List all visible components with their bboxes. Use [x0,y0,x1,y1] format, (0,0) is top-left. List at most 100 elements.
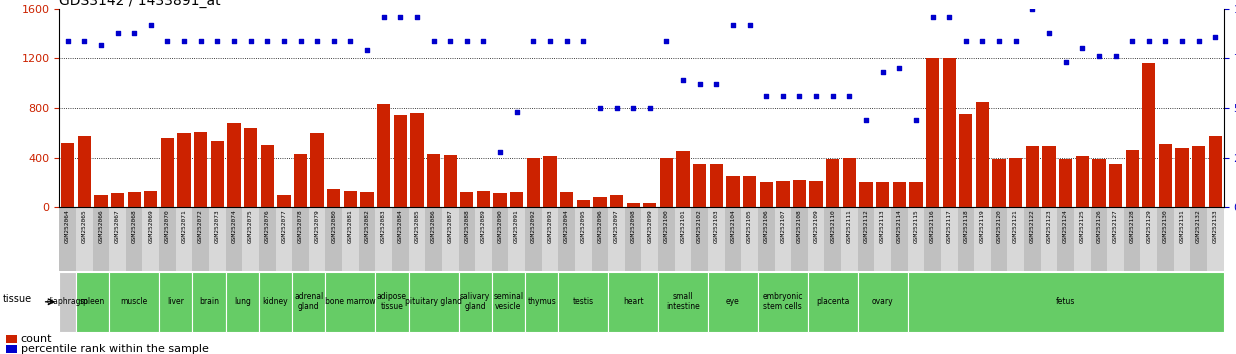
Bar [1157,207,1174,271]
Point [739,22,759,28]
Bar [810,181,823,207]
Text: GSM252078: GSM252078 [298,209,303,243]
Text: placenta: placenta [816,297,849,306]
Bar [292,207,309,271]
Bar [675,207,691,271]
Bar [426,154,440,207]
Point [556,38,576,44]
Text: GSM252102: GSM252102 [697,209,702,243]
Point [357,48,377,53]
Bar [342,207,358,271]
Text: pituitary gland: pituitary gland [405,297,462,306]
Bar [94,195,108,207]
Point [324,38,344,44]
Bar [874,207,891,271]
Text: GSM252074: GSM252074 [231,209,236,243]
Bar [758,207,775,271]
Text: GSM252118: GSM252118 [963,209,968,243]
Point [407,14,426,19]
Point [772,93,792,99]
Bar [958,207,974,271]
Bar [1074,207,1090,271]
Point [174,38,194,44]
Bar [277,195,290,207]
Point [257,38,277,44]
Point [674,78,693,83]
Point [790,93,810,99]
Bar [59,272,75,331]
Text: GSM252113: GSM252113 [880,209,885,243]
Bar [325,272,376,331]
Point [890,65,910,71]
Text: GSM252116: GSM252116 [929,209,936,243]
Bar [425,207,442,271]
Text: GSM252065: GSM252065 [82,209,87,243]
Text: GSM252126: GSM252126 [1096,209,1101,243]
Bar [1124,207,1141,271]
Text: GSM252093: GSM252093 [548,209,552,243]
Text: GSM252109: GSM252109 [813,209,818,243]
Point [939,14,959,19]
Bar [1159,144,1172,207]
Text: diaphragm: diaphragm [47,297,89,306]
Bar [808,207,824,271]
Text: adipose
tissue: adipose tissue [377,292,407,312]
Text: GSM252095: GSM252095 [581,209,586,243]
Text: GSM252120: GSM252120 [996,209,1001,243]
Point [274,38,294,44]
Bar [6,335,17,343]
Text: GSM252077: GSM252077 [282,209,287,243]
Point [1138,38,1158,44]
Text: GSM252098: GSM252098 [630,209,635,243]
Text: testis: testis [572,297,593,306]
Bar [776,181,790,207]
Bar [691,207,708,271]
Bar [1090,207,1107,271]
Bar [459,272,492,331]
Point [108,30,127,35]
Bar [708,207,724,271]
Bar [658,272,708,331]
Bar [608,207,625,271]
Bar [544,156,556,207]
Text: GSM252131: GSM252131 [1179,209,1184,243]
Text: GSM252119: GSM252119 [980,209,985,243]
Bar [625,207,641,271]
Bar [292,272,325,331]
Bar [442,207,459,271]
Bar [943,58,955,207]
Bar [361,192,373,207]
Bar [993,159,1006,207]
Text: GSM252068: GSM252068 [132,209,137,243]
Point [91,42,111,47]
Bar [325,207,342,271]
Bar [194,131,208,207]
Point [125,30,145,35]
Bar [808,272,858,331]
Point [141,22,161,28]
Text: GSM252072: GSM252072 [198,209,203,243]
Bar [758,272,808,331]
Bar [925,207,941,271]
Text: GSM252127: GSM252127 [1114,209,1119,243]
Text: GSM252099: GSM252099 [648,209,653,243]
Bar [792,180,806,207]
Bar [261,145,274,207]
Text: GSM252108: GSM252108 [797,209,802,243]
Bar [708,272,758,331]
Text: GSM252092: GSM252092 [531,209,536,243]
Text: GSM252105: GSM252105 [747,209,751,243]
Bar [309,207,325,271]
Text: GSM252129: GSM252129 [1146,209,1151,243]
Text: GSM252084: GSM252084 [398,209,403,243]
Text: tissue: tissue [2,294,32,304]
Bar [840,207,858,271]
Bar [176,207,193,271]
Point [1006,38,1026,44]
Bar [910,182,922,207]
Text: heart: heart [623,297,644,306]
Bar [161,138,174,207]
Bar [959,114,973,207]
Text: GSM252122: GSM252122 [1030,209,1035,243]
Bar [193,207,209,271]
